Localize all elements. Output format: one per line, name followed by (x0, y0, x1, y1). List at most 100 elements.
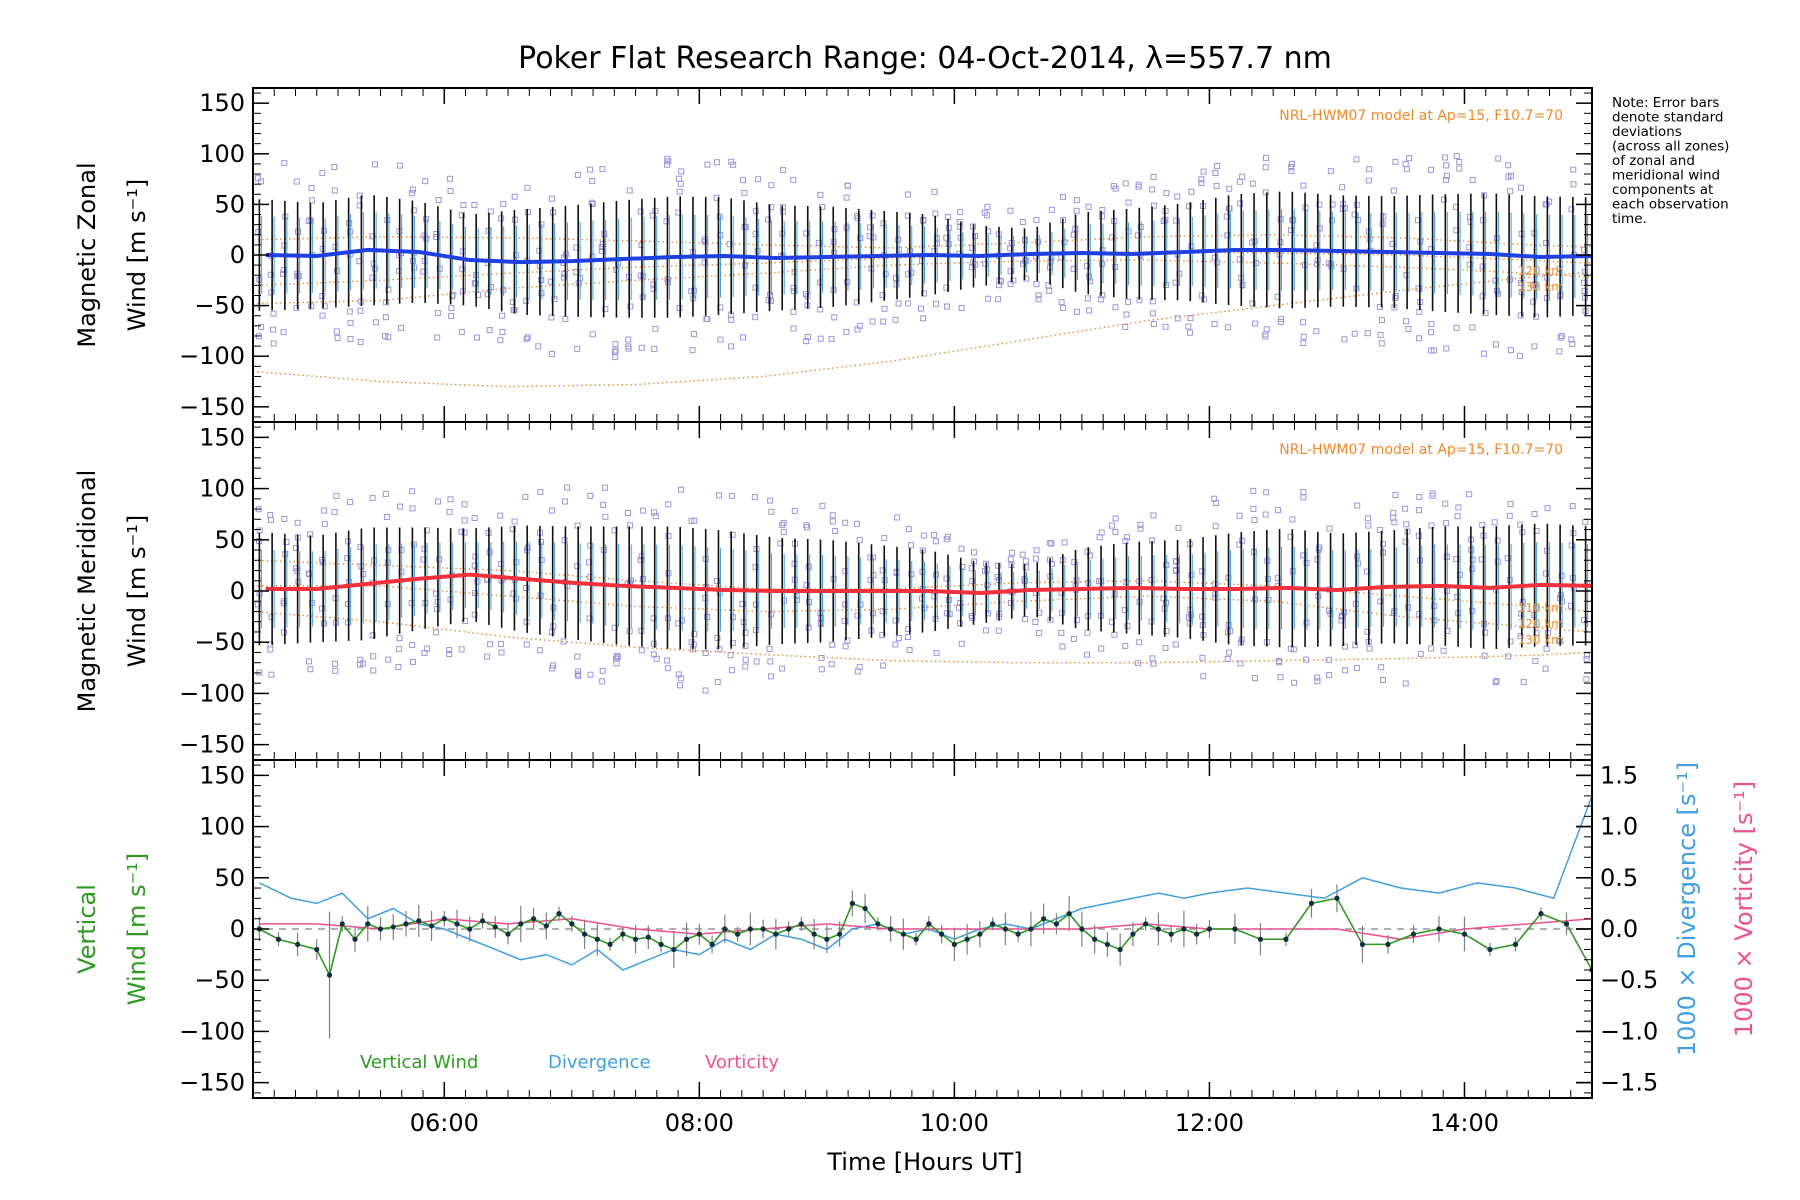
scatter-point (1188, 572, 1195, 579)
scatter-point (804, 333, 811, 340)
y-tick-label: −50 (194, 966, 245, 994)
scatter-point (293, 178, 300, 185)
scatter-point (497, 337, 504, 344)
scatter-point (1428, 645, 1435, 652)
scatter-point (904, 191, 911, 198)
scatter-point (650, 285, 657, 292)
scatter-point (433, 629, 440, 636)
vertical-wind-point (467, 926, 473, 932)
scatter-point (1250, 505, 1257, 512)
scatter-point (829, 641, 836, 648)
scatter-point (1174, 315, 1181, 322)
plot-area (253, 484, 1592, 694)
vertical-wind-point (1257, 936, 1264, 942)
scatter-point (1073, 207, 1080, 214)
scatter-point (815, 239, 822, 246)
scatter-point (766, 645, 773, 652)
scatter-point (1135, 183, 1142, 190)
scatter-point (474, 578, 481, 585)
scatter-point (819, 203, 826, 210)
scatter-point (1226, 205, 1233, 212)
scatter-point (382, 314, 389, 321)
scatter-point (1134, 232, 1141, 239)
scatter-point (1226, 185, 1233, 192)
vertical-wind-point (530, 916, 537, 922)
scatter-point (1416, 335, 1423, 342)
vertical-wind-point (1181, 926, 1187, 932)
scatter-point (854, 213, 861, 220)
vertical-wind-point (1028, 926, 1034, 932)
scatter-point (1224, 232, 1231, 239)
scatter-point (1149, 186, 1156, 193)
scatter-point (1442, 176, 1449, 183)
scatter-point (1263, 326, 1270, 333)
scatter-point (640, 273, 647, 280)
y2-tick-label: −1.0 (1600, 1017, 1658, 1045)
scatter-point (409, 488, 416, 495)
scatter-point (728, 158, 735, 165)
scatter-point (292, 544, 299, 551)
scatter-point (841, 617, 848, 624)
scatter-point (1379, 549, 1386, 556)
scatter-point (624, 509, 631, 516)
scatter-point (1341, 205, 1348, 212)
scatter-point (305, 658, 312, 665)
scatter-point (575, 672, 582, 679)
scatter-point (346, 498, 353, 505)
scatter-point (1428, 166, 1435, 173)
scatter-point (664, 657, 671, 664)
scatter-point (691, 631, 698, 638)
scatter-point (1237, 660, 1244, 667)
scatter-point (880, 662, 887, 669)
scatter-point (933, 649, 940, 656)
scatter-point (435, 498, 442, 505)
scatter-point (1455, 504, 1462, 511)
vertical-wind-point (1563, 921, 1570, 927)
scatter-point (589, 177, 596, 184)
scatter-point (1073, 197, 1080, 204)
scatter-point (371, 161, 378, 168)
scatter-point (843, 194, 850, 201)
scatter-point (1122, 538, 1129, 545)
scatter-point (790, 284, 797, 291)
legend-item: Vorticity (705, 1052, 779, 1073)
scatter-point (969, 614, 976, 621)
scatter-point (1249, 300, 1256, 307)
vertical-wind-point (275, 936, 282, 942)
scatter-point (1443, 345, 1450, 352)
scatter-point (1530, 282, 1537, 289)
scatter-point (626, 187, 633, 194)
scatter-point (1172, 641, 1179, 648)
scatter-point (268, 516, 275, 523)
scatter-point (1469, 565, 1476, 572)
scatter-point (1403, 166, 1410, 173)
scatter-point (523, 641, 530, 648)
vertical-wind-point (722, 926, 728, 932)
y2-tick-label: 0.0 (1600, 915, 1638, 943)
scatter-point (333, 492, 340, 499)
scatter-point (268, 671, 275, 678)
scatter-point (1058, 299, 1065, 306)
scatter-point (448, 313, 455, 320)
scatter-point (410, 541, 417, 548)
scatter-point (383, 513, 390, 520)
scatter-point (1326, 607, 1333, 614)
vertical-wind-point (295, 941, 301, 947)
scatter-point (510, 590, 517, 597)
scatter-point (1300, 489, 1307, 496)
y-axis-label: Magnetic Meridional (73, 470, 101, 713)
scatter-point (1378, 340, 1385, 347)
scatter-point (713, 159, 720, 166)
scatter-point (369, 494, 376, 501)
scatter-point (461, 529, 468, 536)
scatter-point (1581, 617, 1588, 624)
scatter-point (589, 331, 596, 338)
scatter-point (1046, 287, 1053, 294)
scatter-point (664, 665, 671, 672)
scatter-point (548, 314, 555, 321)
scatter-point (638, 647, 645, 654)
scatter-point (856, 537, 863, 544)
scatter-point (471, 280, 478, 287)
scatter-point (548, 507, 555, 514)
scatter-point (471, 611, 478, 618)
